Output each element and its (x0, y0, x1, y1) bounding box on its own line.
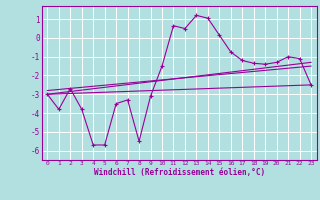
X-axis label: Windchill (Refroidissement éolien,°C): Windchill (Refroidissement éolien,°C) (94, 168, 265, 177)
